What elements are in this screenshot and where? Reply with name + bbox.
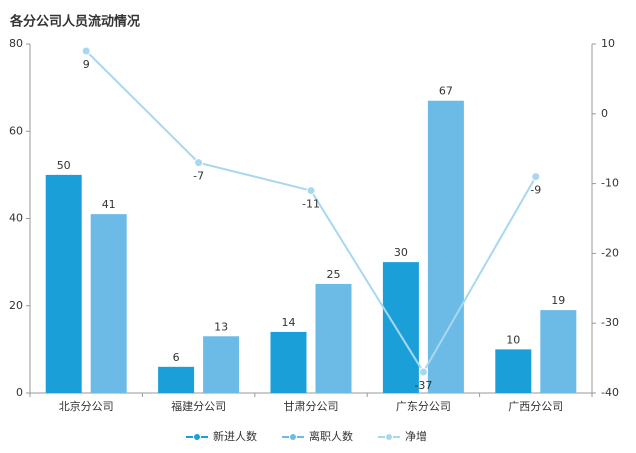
line-point: [306, 186, 316, 196]
line-point: [418, 367, 428, 377]
x-tick-label: 广东分公司: [396, 400, 451, 413]
y2-tick-label: -10: [601, 177, 619, 190]
bar-value-label: 25: [327, 268, 341, 281]
bar: [495, 349, 532, 393]
legend-label: 离职人数: [309, 429, 353, 443]
bar-value-label: 50: [57, 159, 71, 172]
y2-tick-label: -30: [601, 316, 619, 329]
line-value-label: -37: [414, 379, 432, 392]
bar-value-label: 19: [551, 294, 565, 307]
bar-value-label: 13: [214, 320, 228, 333]
legend-label: 净增: [405, 429, 427, 443]
y-tick-label: 0: [16, 386, 23, 399]
bar-value-label: 14: [282, 316, 296, 329]
bar-value-label: 41: [102, 198, 116, 211]
bar: [45, 174, 82, 393]
legend-label: 新进人数: [213, 429, 257, 443]
bar: [158, 366, 195, 393]
y2-tick-label: 10: [601, 37, 615, 50]
x-tick-label: 广西分公司: [508, 400, 563, 413]
legend-marker: [193, 433, 201, 441]
y-tick-label: 60: [9, 124, 23, 137]
line: [85, 50, 537, 375]
line-point: [531, 172, 541, 182]
x-tick-label: 甘肃分公司: [284, 400, 339, 413]
line-value-label: -9: [530, 184, 541, 197]
y2-tick-label: -20: [601, 246, 619, 259]
bar: [427, 100, 464, 394]
y-tick-label: 20: [9, 299, 23, 312]
bar: [270, 331, 307, 393]
line-point: [81, 46, 91, 56]
line-point: [194, 158, 204, 168]
y-tick-label: 80: [9, 37, 23, 50]
y2-tick-label: 0: [601, 107, 608, 120]
legend-marker: [289, 433, 297, 441]
x-tick-label: 福建分公司: [171, 399, 226, 413]
bar: [315, 283, 352, 393]
line-value-label: -7: [193, 170, 204, 183]
bar: [90, 214, 127, 393]
legend-marker: [385, 433, 393, 441]
bar-value-label: 67: [439, 85, 453, 98]
y-tick-label: 40: [9, 212, 23, 225]
bar: [382, 262, 419, 393]
bar-value-label: 10: [506, 333, 520, 346]
bar-value-label: 30: [394, 246, 408, 259]
bar: [540, 310, 577, 393]
line-value-label: 9: [83, 58, 90, 71]
line-value-label: -11: [302, 198, 320, 211]
bar: [203, 336, 240, 393]
bar-value-label: 6: [173, 351, 180, 364]
y2-tick-label: -40: [601, 386, 619, 399]
x-tick-label: 北京分公司: [59, 399, 114, 413]
chart-title: 各分公司人员流动情况: [9, 14, 140, 30]
